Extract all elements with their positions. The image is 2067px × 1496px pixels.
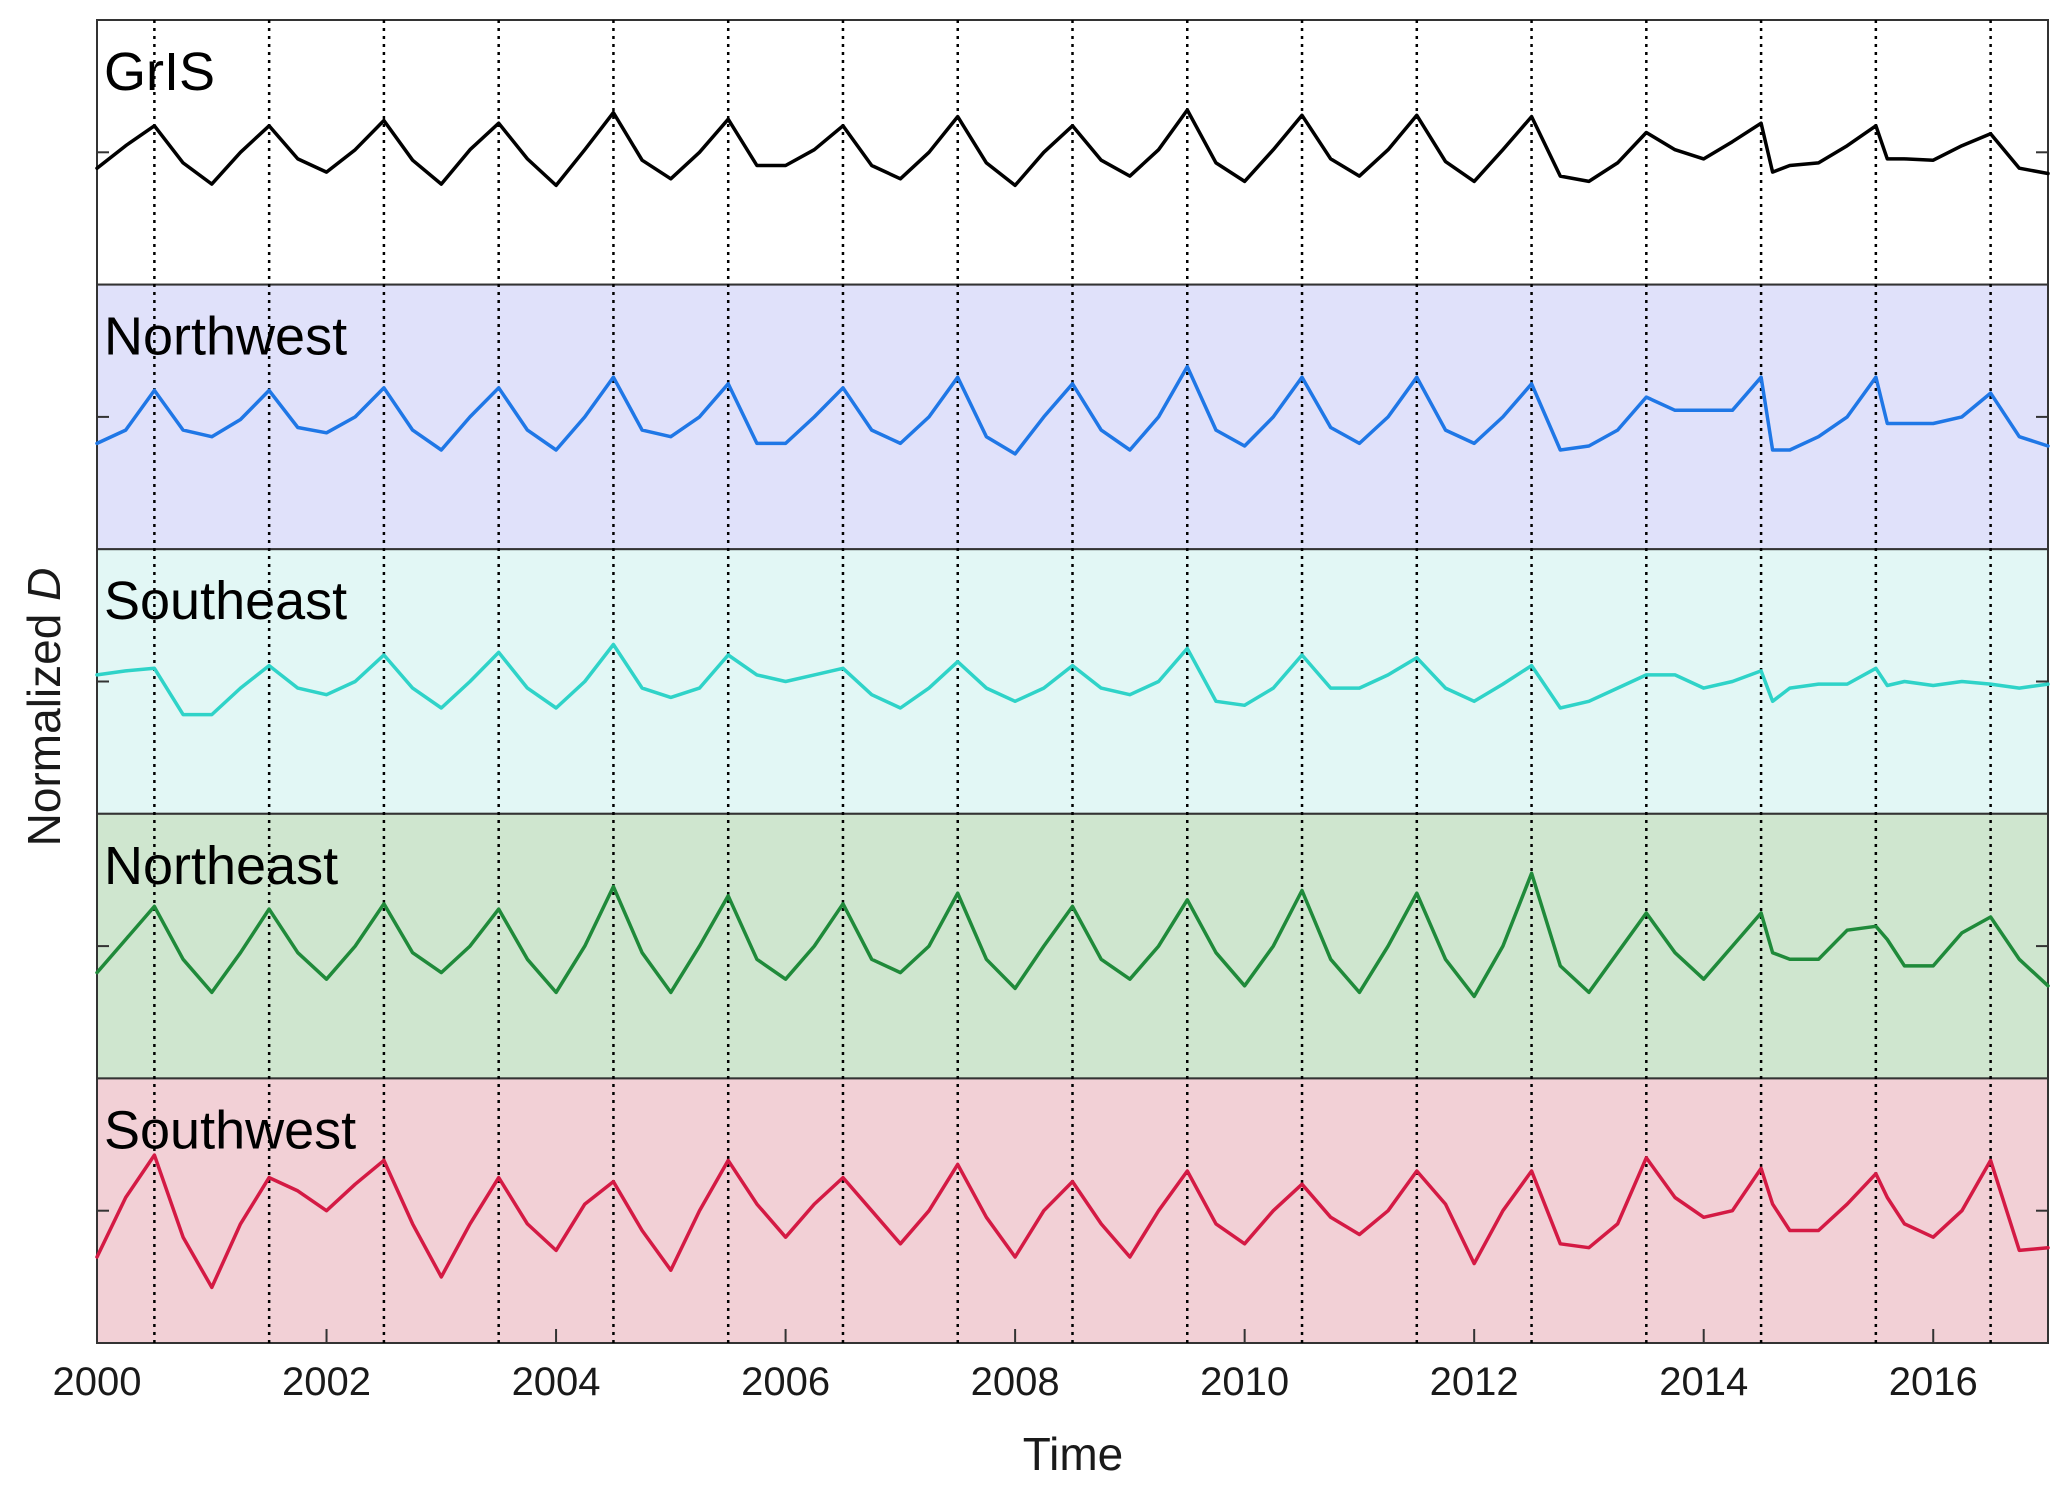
panel-label-1: Northwest bbox=[104, 307, 347, 367]
panel-2-background bbox=[96, 548, 2049, 815]
panel-label-4: Southwest bbox=[104, 1100, 356, 1160]
xtick-label-3: 2006 bbox=[741, 1360, 830, 1404]
panels-group bbox=[96, 19, 2049, 1345]
series-line-0 bbox=[95, 108, 2050, 188]
xtick-label-6: 2012 bbox=[1430, 1360, 1519, 1404]
panel-1-background bbox=[96, 283, 2049, 551]
y-axis-title-var: D bbox=[18, 568, 70, 601]
series-lines bbox=[95, 108, 2050, 1290]
xtick-label-0: 2000 bbox=[53, 1360, 142, 1404]
xtick-label-7: 2014 bbox=[1659, 1360, 1748, 1404]
xtick-label-4: 2008 bbox=[971, 1360, 1060, 1404]
x-axis-title: Time bbox=[1023, 1428, 1124, 1480]
series-line-4 bbox=[95, 1153, 2050, 1290]
series-line-1 bbox=[95, 364, 2050, 456]
series-line-2 bbox=[95, 642, 2050, 717]
xtick-label-1: 2002 bbox=[282, 1360, 371, 1404]
y-axis-title-text: Normalized bbox=[18, 601, 70, 846]
xtick-label-2: 2004 bbox=[512, 1360, 601, 1404]
xtick-label-8: 2016 bbox=[1889, 1360, 1978, 1404]
y-axis-title: Normalized D bbox=[18, 568, 70, 847]
panel-label-3: Northeast bbox=[104, 836, 338, 896]
series-line-3 bbox=[95, 871, 2050, 999]
xtick-label-5: 2010 bbox=[1200, 1360, 1289, 1404]
panel-0-background bbox=[96, 19, 2049, 286]
panel-labels: GrIS Northwest Southeast Northeast Southwest bbox=[104, 42, 356, 1160]
panel-label-0: GrIS bbox=[104, 42, 215, 102]
x-axis-ticks: 2000 2002 2004 2006 2008 2010 2012 2014 2016 bbox=[53, 1329, 1978, 1404]
panel-label-2: Southeast bbox=[104, 571, 347, 631]
